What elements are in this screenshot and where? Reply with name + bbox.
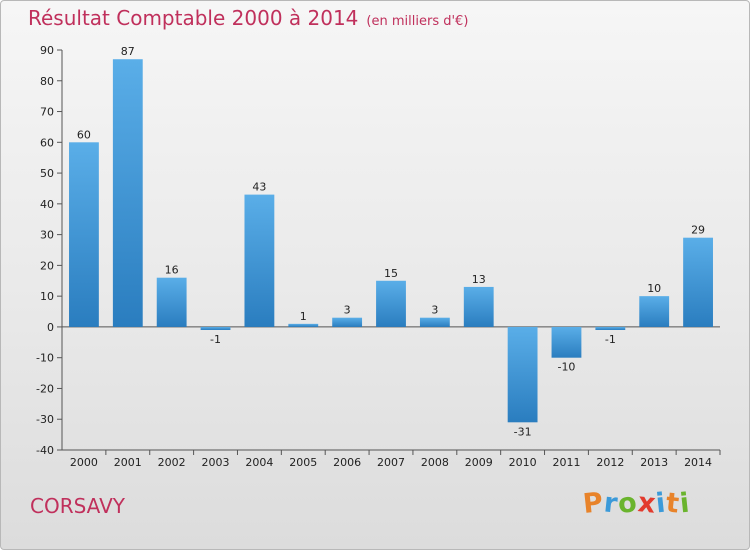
value-label-2011: -10 bbox=[557, 361, 575, 374]
bar-2002 bbox=[156, 277, 187, 327]
value-label-2013: 10 bbox=[647, 282, 661, 295]
value-label-2009: 13 bbox=[472, 273, 486, 286]
bar-2000 bbox=[69, 142, 99, 327]
value-label-2010: -31 bbox=[514, 425, 532, 438]
x-tick-label-2008: 2008 bbox=[421, 456, 449, 469]
y-tick-label: 90 bbox=[40, 44, 54, 57]
x-tick-label-2007: 2007 bbox=[377, 456, 405, 469]
bar-2006 bbox=[332, 317, 363, 327]
x-tick-label-2002: 2002 bbox=[158, 456, 186, 469]
value-label-2005: 1 bbox=[300, 310, 307, 323]
value-label-2014: 29 bbox=[691, 224, 705, 237]
value-label-2004: 43 bbox=[252, 181, 266, 194]
bar-2001 bbox=[112, 59, 143, 327]
y-tick-label: -40 bbox=[36, 444, 54, 457]
x-tick-label-2010: 2010 bbox=[509, 456, 537, 469]
value-label-2002: 16 bbox=[165, 264, 179, 277]
bar-2012 bbox=[595, 326, 626, 330]
y-tick-label: -20 bbox=[36, 382, 54, 395]
x-tick-label-2009: 2009 bbox=[465, 456, 493, 469]
y-tick-label: -10 bbox=[36, 352, 54, 365]
proxiti-logo[interactable]: Proxiti bbox=[581, 487, 693, 520]
bar-2005 bbox=[288, 323, 319, 327]
x-tick-label-2001: 2001 bbox=[114, 456, 142, 469]
y-tick-label: 60 bbox=[40, 136, 54, 149]
bar-2003 bbox=[200, 326, 231, 330]
value-label-2012: -1 bbox=[605, 333, 616, 346]
x-tick-label-2003: 2003 bbox=[202, 456, 230, 469]
value-label-2001: 87 bbox=[121, 45, 135, 58]
bar-2008 bbox=[419, 317, 450, 327]
bar-2011 bbox=[551, 326, 582, 358]
chart-subtitle: (en milliers d'€) bbox=[366, 14, 469, 29]
bar-2007 bbox=[376, 280, 406, 327]
y-tick-label: -30 bbox=[36, 413, 54, 426]
y-tick-label: 80 bbox=[40, 75, 54, 88]
value-label-2007: 15 bbox=[384, 267, 398, 280]
y-tick-label: 20 bbox=[40, 259, 54, 272]
x-tick-label-2011: 2011 bbox=[552, 456, 580, 469]
x-tick-label-2000: 2000 bbox=[70, 456, 98, 469]
x-tick-label-2006: 2006 bbox=[333, 456, 361, 469]
y-tick-label: 50 bbox=[40, 167, 54, 180]
x-tick-label-2004: 2004 bbox=[245, 456, 273, 469]
bar-2013 bbox=[639, 296, 670, 327]
y-tick-label: 10 bbox=[40, 290, 54, 303]
bar-2009 bbox=[463, 286, 494, 327]
chart-title-text: Résultat Comptable 2000 à 2014 bbox=[28, 6, 359, 30]
commune-name: CORSAVY bbox=[30, 494, 125, 518]
x-tick-label-2013: 2013 bbox=[640, 456, 668, 469]
y-tick-label: 0 bbox=[47, 321, 54, 334]
value-label-2008: 3 bbox=[431, 304, 438, 317]
chart-title: Résultat Comptable 2000 à 2014 (en millie… bbox=[28, 6, 468, 30]
value-label-2003: -1 bbox=[210, 333, 221, 346]
x-tick-label-2005: 2005 bbox=[289, 456, 317, 469]
bar-2014 bbox=[683, 237, 713, 327]
y-tick-label: 30 bbox=[40, 229, 54, 242]
y-tick-label: 70 bbox=[40, 106, 54, 119]
x-tick-label-2012: 2012 bbox=[596, 456, 624, 469]
bar-2010 bbox=[507, 326, 538, 423]
bars bbox=[69, 59, 713, 423]
logo-letter: i bbox=[678, 487, 693, 520]
value-label-2000: 60 bbox=[77, 128, 91, 141]
x-tick-label-2014: 2014 bbox=[684, 456, 712, 469]
y-tick-label: 40 bbox=[40, 198, 54, 211]
value-label-2006: 3 bbox=[344, 304, 351, 317]
bar-2004 bbox=[244, 194, 275, 327]
